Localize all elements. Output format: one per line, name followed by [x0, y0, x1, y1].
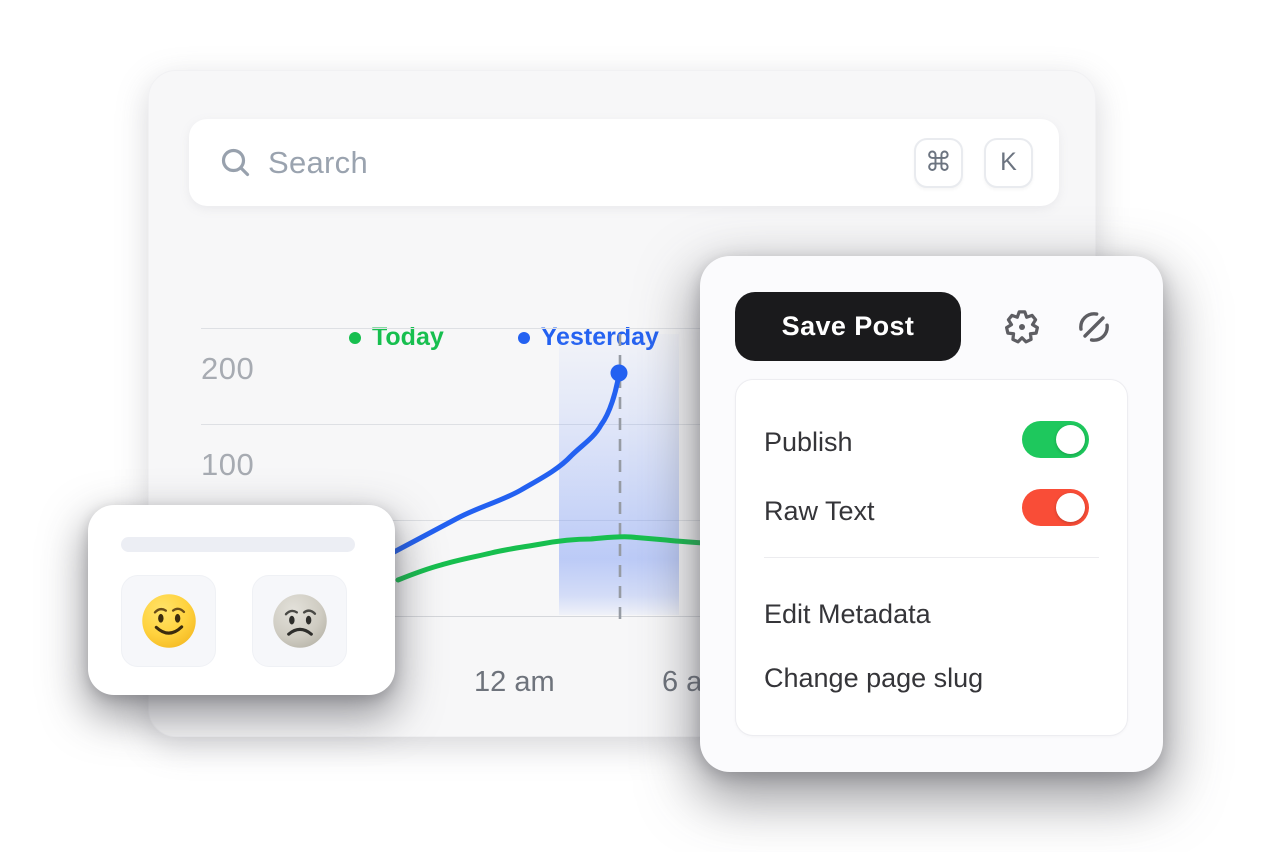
link-icon — [1079, 312, 1109, 342]
publish-label: Publish — [764, 427, 853, 457]
today-dot-icon — [349, 331, 361, 344]
yesterday-line-series — [391, 371, 622, 555]
command-keycap[interactable]: ⌘ — [914, 137, 963, 188]
save-post-button[interactable]: Save Post — [735, 292, 961, 361]
gridline — [201, 328, 1049, 329]
yesterday-dot-icon — [517, 331, 530, 344]
search-placeholder: Search — [268, 144, 369, 180]
feedback-card — [88, 505, 395, 695]
today-line-series — [395, 534, 724, 583]
skeleton-text-bar — [121, 537, 355, 552]
positive-feedback-button[interactable] — [121, 575, 216, 667]
chart-series-plot — [391, 334, 724, 619]
change-page-slug-menu-item[interactable]: Change page slug — [764, 663, 984, 693]
gear-icon — [1005, 310, 1039, 344]
gridline — [201, 520, 1049, 521]
divider — [764, 557, 1099, 558]
search-input[interactable]: Search ⌘ K — [189, 119, 1059, 206]
post-settings-card: Publish Raw Text Edit Metadata Change pa… — [735, 379, 1128, 736]
edit-metadata-menu-item[interactable]: Edit Metadata — [764, 599, 931, 629]
chart-legend: Today Yesterday — [349, 323, 659, 352]
shortcut-keys: ⌘ K — [914, 137, 1033, 188]
yesterday-data-point — [610, 364, 628, 382]
legend-yesterday-label: Yesterday — [541, 323, 659, 352]
toggle-knob — [1056, 493, 1085, 522]
y-axis-tick-200: 200 — [201, 351, 255, 386]
k-keycap[interactable]: K — [984, 137, 1033, 188]
publish-toggle[interactable] — [1022, 421, 1089, 458]
settings-button[interactable] — [1000, 305, 1044, 349]
gridline-axis — [201, 616, 1049, 617]
raw-text-toggle[interactable] — [1022, 489, 1089, 526]
copy-link-button[interactable] — [1072, 305, 1116, 349]
legend-item-yesterday[interactable]: Yesterday — [517, 323, 659, 352]
toggle-knob — [1056, 425, 1085, 454]
slightly-smiling-face-emoji-icon — [141, 594, 196, 648]
line-chart: 200 100 12 am 6 am — [149, 71, 1097, 738]
post-actions-popover: Save Post Publish Raw Text Edit Me — [700, 256, 1163, 772]
search-icon — [221, 148, 250, 176]
raw-text-label: Raw Text — [764, 496, 875, 526]
x-axis-tick-12am: 12 am — [474, 666, 555, 698]
gridline — [201, 424, 1049, 425]
legend-today-label: Today — [372, 323, 444, 351]
negative-feedback-button[interactable] — [252, 575, 347, 667]
frowning-face-emoji-icon — [272, 594, 327, 648]
y-axis-tick-100: 100 — [201, 447, 255, 482]
legend-item-today[interactable]: Today — [349, 323, 444, 352]
